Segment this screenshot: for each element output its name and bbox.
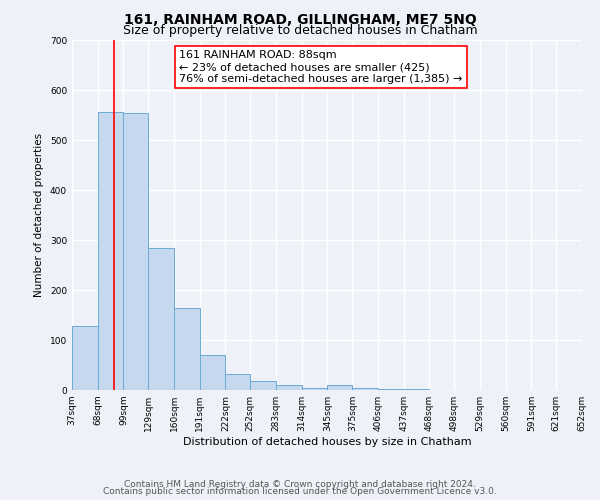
Bar	[276, 385, 302, 390]
Y-axis label: Number of detached properties: Number of detached properties	[34, 133, 44, 297]
Bar	[378, 389, 404, 390]
Text: Contains HM Land Registry data © Crown copyright and database right 2024.: Contains HM Land Registry data © Crown c…	[124, 480, 476, 489]
Bar	[250, 381, 276, 390]
X-axis label: Distribution of detached houses by size in Chatham: Distribution of detached houses by size …	[182, 437, 472, 447]
Bar	[200, 355, 226, 390]
Text: 161, RAINHAM ROAD, GILLINGHAM, ME7 5NQ: 161, RAINHAM ROAD, GILLINGHAM, ME7 5NQ	[124, 12, 476, 26]
Bar	[72, 326, 98, 390]
Bar	[404, 389, 430, 390]
Bar	[98, 112, 124, 390]
Bar	[328, 385, 352, 390]
Bar	[302, 388, 328, 390]
Bar	[352, 388, 378, 390]
Bar	[148, 248, 174, 390]
Text: 161 RAINHAM ROAD: 88sqm
← 23% of detached houses are smaller (425)
76% of semi-d: 161 RAINHAM ROAD: 88sqm ← 23% of detache…	[179, 50, 463, 84]
Text: Size of property relative to detached houses in Chatham: Size of property relative to detached ho…	[122, 24, 478, 37]
Text: Contains public sector information licensed under the Open Government Licence v3: Contains public sector information licen…	[103, 487, 497, 496]
Bar	[174, 308, 200, 390]
Bar	[226, 374, 250, 390]
Bar	[124, 112, 148, 390]
